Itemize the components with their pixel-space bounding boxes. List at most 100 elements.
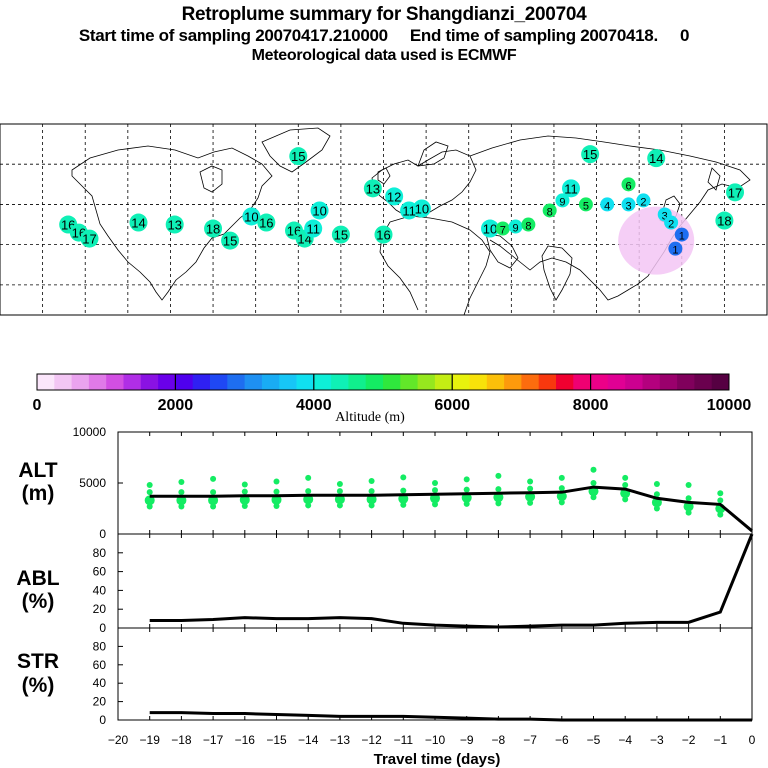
colorbar-swatch [504,374,522,390]
plume-day-label: 8 [525,221,531,233]
plume-circle [481,219,500,238]
alt-particle-dot [525,491,536,502]
str-panel: 0 20 40 60 80 [93,627,753,727]
x-tick-label: −17 [203,733,224,747]
alt-particle-dot [178,489,185,496]
plume-circle [495,221,510,236]
alt-particle-dot [241,481,248,488]
x-tick-label: −11 [394,733,414,747]
colorbar-swatch [37,374,55,390]
colorbar-swatch [88,374,107,390]
x-tick-label: −3 [650,733,664,747]
alt-particle-dot [144,495,155,506]
str-unit: (%) [22,674,55,697]
x-tick-label: −18 [171,733,192,747]
str-frame [117,627,753,721]
colorbar-tick-label: 4000 [296,397,332,414]
plume-day-label: 11 [564,181,578,196]
plume-day-label: 14 [649,151,663,166]
alt-particle-dot [241,502,248,509]
colorbar-swatch [158,374,176,390]
colorbar-swatch [175,374,194,390]
plume-circle [715,211,734,230]
plume-day-label: 10 [483,222,497,237]
x-tick-label: −16 [235,733,256,747]
colorbar-frame [36,373,730,391]
colorbar-swatch [210,374,228,390]
colorbar-swatch [659,374,678,390]
alt-particle-dot [398,493,409,504]
plume-day-label: 13 [167,218,181,233]
plume-day-label: 11 [402,203,416,218]
alt-particle-dot [527,485,534,492]
alt-particle-dot [558,499,565,506]
coast-india [541,245,573,301]
x-tick-label: −13 [330,733,351,747]
plume-circle [331,225,350,244]
plume-day-label: 12 [387,189,401,204]
alt-particle-dot [334,494,345,505]
alt-particle-dot [303,494,314,505]
colorbar-swatch [106,374,124,390]
plume-day-label: 15 [223,234,237,249]
alt-particle-dot [366,494,377,505]
colorbar-swatch [383,374,401,390]
coast-hudson-bay [199,165,223,193]
colorbar-swatch [331,374,349,390]
alt-particle-dot [556,491,567,502]
alt-particle-dot [463,500,470,507]
altitude-colorbar: 0 2000 4000 6000 8000 10000 [33,373,751,414]
alt-particle-dot [178,478,185,485]
alt-particle-dot [590,494,597,501]
plume-circle [129,213,148,232]
plume-circle [561,179,580,198]
plume-circle [310,201,329,220]
x-tick-label: −19 [140,733,161,747]
alt-particle-dot [622,482,629,489]
abl-y-tick-label: 80 [93,546,107,560]
colorbar-swatch [54,374,72,390]
alt-particle-dot [717,490,724,497]
alt-particle-dot [432,487,438,494]
plume-day-label: 14 [131,216,145,231]
alt-particle-dot [495,486,502,493]
plume-circle [80,229,99,248]
coast-north-america [71,145,273,301]
x-tick-label: −15 [266,733,287,747]
colorbar-tick-label: 0 [33,397,42,414]
plume-circle [647,149,666,168]
alt-particle-dot [717,511,724,518]
coast-europe [371,149,477,217]
colorbar-swatch [452,374,470,390]
alt-particle-dot [463,476,470,483]
alt-particle-dot [430,493,440,504]
alt-particle-dot [527,478,534,485]
alt-particle-dot [400,487,407,494]
alt-particle-dot [241,488,248,495]
x-tick-label: −8 [492,733,506,747]
abl-unit: (%) [22,590,55,613]
alt-panel: 0 5000 10000 [73,425,753,541]
alt-y-tick-label: 5000 [79,476,106,490]
chart-title: Retroplume summary for Shangdianzi_20070… [181,4,587,25]
colorbar-swatch [123,374,142,390]
plume-circle [242,207,261,226]
alt-y-tick-label: 0 [99,527,106,541]
plume-day-label: 8 [547,206,553,218]
coast-arabia [485,233,519,269]
str-y-tick-label: 20 [93,695,107,709]
plume-circle [581,145,600,164]
alt-particle-dot [622,496,629,503]
alt-particle-dot [210,475,217,482]
colorbar-swatch [677,374,695,390]
plume-day-label: 9 [513,223,519,235]
colorbar-swatch [573,374,591,390]
alt-particle-dot [305,474,312,481]
alt-particle-dot [336,488,343,495]
x-tick-label: −6 [555,733,569,747]
alt-particle-dot [368,502,375,509]
plume-circle [289,147,308,166]
